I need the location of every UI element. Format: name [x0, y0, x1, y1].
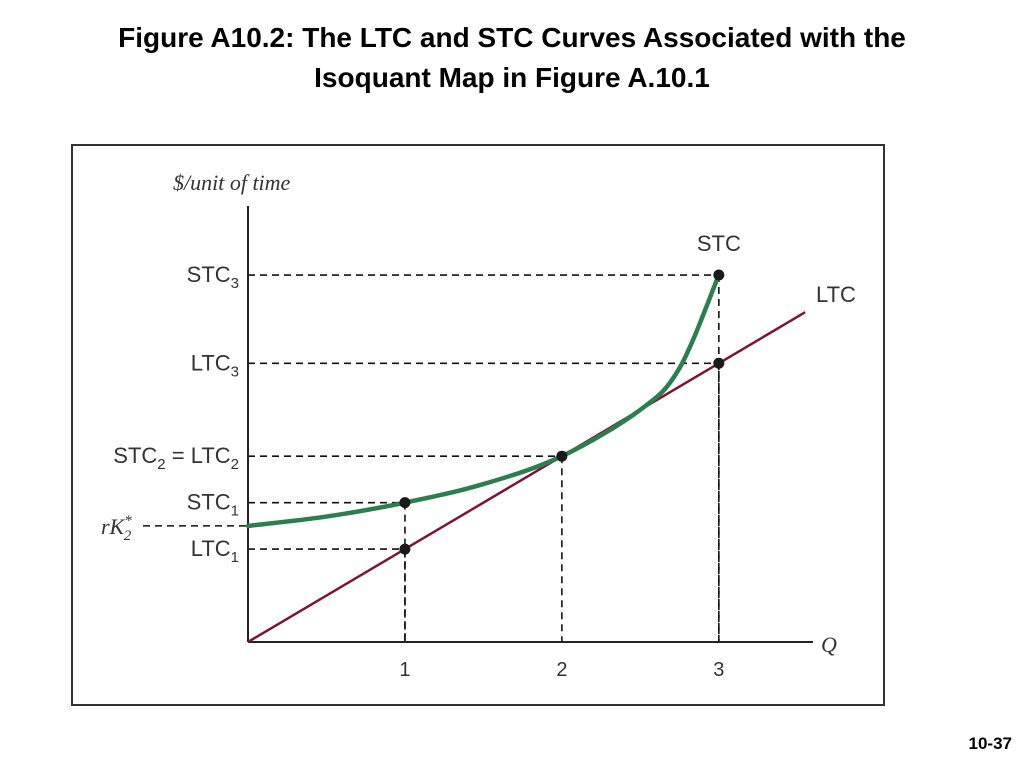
guide-lines — [143, 274, 720, 642]
y-tick-label-part: 2 — [231, 456, 239, 473]
y-tick-label-part: 1 — [231, 503, 239, 520]
data-point — [556, 450, 568, 462]
y-tick-label-part: LTC — [191, 536, 231, 561]
axes — [247, 206, 813, 643]
data-point — [713, 357, 725, 369]
x-tick-label: 1 — [399, 659, 410, 681]
stc-label: STC — [697, 231, 741, 256]
x-axis-title: Q — [821, 632, 837, 657]
data-point — [399, 543, 411, 555]
y-tick-label-part: STC — [187, 262, 231, 287]
y-tick-label-part: 2 — [157, 456, 165, 473]
page-number: 10-37 — [968, 734, 1012, 753]
intercept-label-part: 2 — [124, 528, 132, 544]
slide-title: Figure A10.2: The LTC and STC Curves Ass… — [0, 18, 1024, 98]
ltc-label-part: LTC — [816, 282, 856, 307]
y-tick-label-part: = LTC — [166, 443, 231, 468]
y-tick-label-part: LTC — [191, 350, 231, 375]
y-tick-label-part: STC — [113, 443, 157, 468]
x-tick-label: 2 — [556, 659, 567, 681]
intercept-label-part: rK — [101, 514, 126, 539]
y-tick-label: STC2 = LTC2 — [113, 443, 239, 473]
x-tick-label: 3 — [713, 659, 724, 681]
curves — [245, 272, 806, 644]
y-tick-label: LTC1 — [191, 536, 239, 566]
y-axis-title-part: $/unit of time — [173, 170, 291, 195]
stc-curve — [245, 272, 722, 529]
y-tick-label-part: 3 — [231, 363, 239, 380]
title-line-2: Isoquant Map in Figure A.10.1 — [314, 62, 710, 93]
data-point — [713, 269, 725, 281]
chart-frame: $/unit of time Q 1 2 3 STC3 LTC3 STC2 = LTC2 STC… — [71, 144, 885, 706]
y-tick-label: STC1 — [187, 490, 239, 520]
ltc-label: LTC — [816, 282, 856, 307]
intercept-label: rK* 2 — [101, 513, 132, 544]
y-tick-label-part: STC — [187, 490, 231, 515]
y-axis-title: $/unit of time — [173, 170, 291, 195]
y-tick-label-part: 1 — [231, 549, 239, 566]
points — [399, 269, 725, 555]
title-line-1: Figure A10.2: The LTC and STC Curves Ass… — [118, 22, 906, 53]
y-tick-label-part: 3 — [231, 275, 239, 292]
stc-label-part: STC — [697, 231, 741, 256]
y-tick-label: STC3 — [187, 262, 239, 292]
data-point — [399, 497, 411, 509]
x-axis-title-part: Q — [821, 632, 837, 657]
y-tick-label: LTC3 — [191, 350, 239, 380]
intercept-label-part: * — [124, 513, 132, 529]
